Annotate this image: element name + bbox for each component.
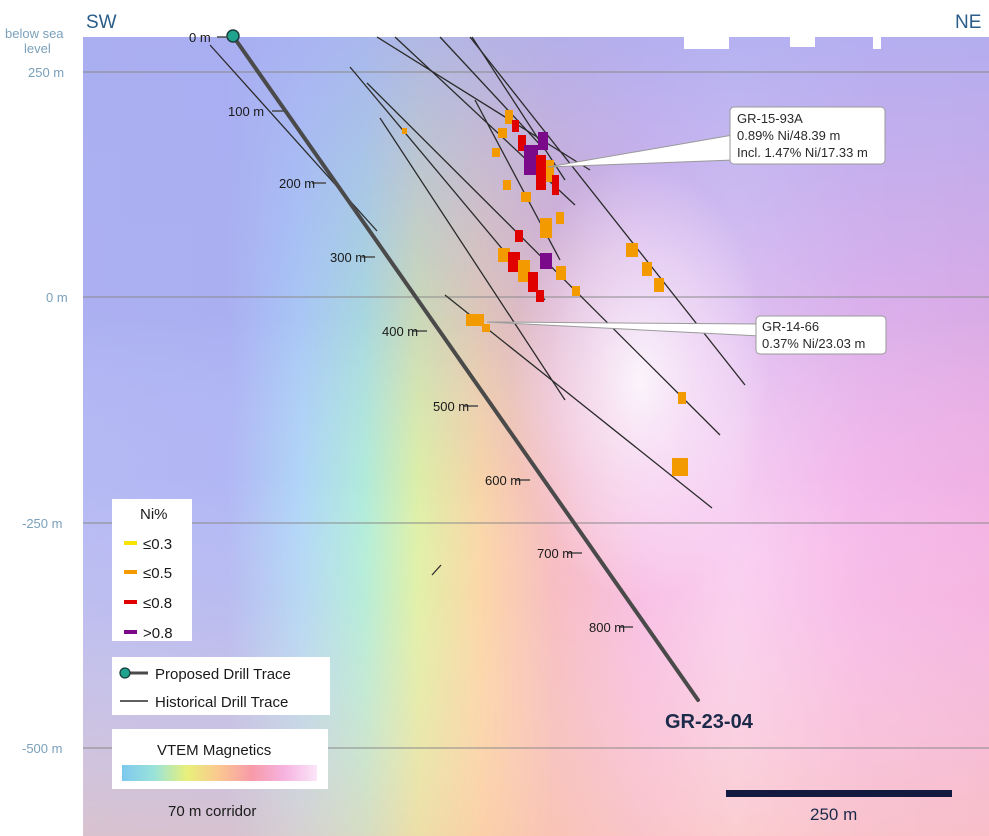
callout-grade: 0.89% Ni/48.39 m [737,128,840,143]
assay-interval-le-0-5 [540,218,552,238]
legend-label-gt-0-8: >0.8 [143,625,173,642]
assay-interval-le-0-5 [466,314,484,326]
assay-interval-gt-0-8 [540,253,552,269]
assay-interval-le-0-5 [521,192,531,202]
depth-label-300: 300 m [330,250,366,265]
historical-drill-trace [376,36,591,171]
callout-included-grade: Incl. 1.47% Ni/17.33 m [737,145,868,160]
assay-interval-le-0-5 [626,243,638,257]
depth-ticks [217,36,633,628]
assay-interval-le-0-5 [492,148,500,157]
proposed-drill-trace [231,34,700,702]
historical-drill-trace [471,36,566,181]
legend-label-historical-trace: Historical Drill Trace [155,694,288,711]
assay-interval-le-0-5 [672,458,688,476]
direction-label-ne: NE [955,12,981,33]
legend-label-proposed-trace: Proposed Drill Trace [155,666,291,683]
callout-grade: 0.37% Ni/23.03 m [762,336,865,351]
assay-interval-le-0-5 [482,324,490,332]
assay-interval-gt-0-8 [524,145,538,175]
assay-interval-le-0-5 [678,392,686,404]
assay-interval-le-0-5 [505,110,513,124]
depth-label-200: 200 m [279,176,315,191]
assay-interval-le-0-8 [536,155,546,190]
callout-gr-15-93a [729,106,886,165]
proposed-collar-marker [226,29,240,43]
assay-interval-le-0-5 [654,278,664,292]
assay-interval-le-0-5 [518,260,530,282]
depth-label-600: 600 m [485,473,521,488]
depth-label-400: 400 m [382,324,418,339]
callout-hole-id: GR-15-93A [737,111,803,126]
elevation-label-minus-500: -500 m [22,741,62,756]
corridor-note: 70 m corridor [168,803,256,820]
direction-label-sw: SW [86,12,117,33]
depth-label-800: 800 m [589,620,625,635]
elevation-label-250: 250 m [28,65,64,80]
scale-bar-label: 250 m [810,805,857,824]
historical-drill-trace [439,36,546,151]
assay-interval-le-0-5 [572,286,580,296]
topography-notch [790,37,815,47]
assay-interval-le-0-5 [546,160,554,182]
assay-interval-le-0-8 [552,175,559,195]
assay-interval-le-0-8 [518,135,526,151]
assay-interval-le-0-8 [515,230,523,242]
assay-interval-le-0-8 [512,120,519,132]
assay-interval-le-0-8 [528,272,538,292]
callout-hole-id: GR-14-66 [762,319,819,334]
depth-label-100: 100 m [228,104,264,119]
legend-swatch-le-0-8 [124,600,137,604]
legend-label-le-0-3: ≤0.3 [143,536,172,553]
historical-drill-trace [379,117,566,401]
legend-label-le-0-5: ≤0.5 [143,565,172,582]
assay-interval-le-0-5 [402,128,407,134]
assay-interval-le-0-8 [536,290,544,302]
legend-label-le-0-8: ≤0.8 [143,595,172,612]
topography-notch [684,37,729,49]
depth-label-0: 0 m [189,30,211,45]
depth-label-500: 500 m [433,399,469,414]
assay-interval-le-0-8 [508,252,520,272]
assay-interval-gt-0-8 [538,132,548,150]
collar-circle-line-icon [119,667,131,679]
elevation-label-0: 0 m [46,290,68,305]
axis-title-line-2: level [24,41,51,56]
axis-title-line-1: below sea [5,26,64,41]
ni-legend-swatches [124,541,137,634]
assay-interval-le-0-5 [503,180,511,190]
legend-swatch-le-0-5 [124,570,137,574]
depth-label-700: 700 m [537,546,573,561]
assay-interval-le-0-5 [642,262,652,276]
callout-gr-14-66 [755,315,887,355]
trace-legend-box [112,657,330,715]
ni-assay-intervals [402,110,688,476]
assay-interval-le-0-5 [556,266,566,280]
assay-interval-le-0-5 [498,248,510,262]
assay-interval-le-0-5 [556,212,564,224]
low-magnetic-zone [510,160,770,600]
ni-legend-title: Ni% [140,506,168,523]
historical-drill-trace [431,564,442,576]
scale-bar [726,790,952,797]
legend-swatch-le-0-3 [124,541,137,545]
magnetics-color-ramp [122,765,317,781]
magnetics-legend-title: VTEM Magnetics [157,742,271,759]
proposed-hole-name: GR-23-04 [665,711,754,733]
elevation-label-minus-250: -250 m [22,516,62,531]
topography-notch [873,37,881,49]
legend-swatch-gt-0-8 [124,630,137,634]
assay-interval-le-0-5 [498,128,507,138]
